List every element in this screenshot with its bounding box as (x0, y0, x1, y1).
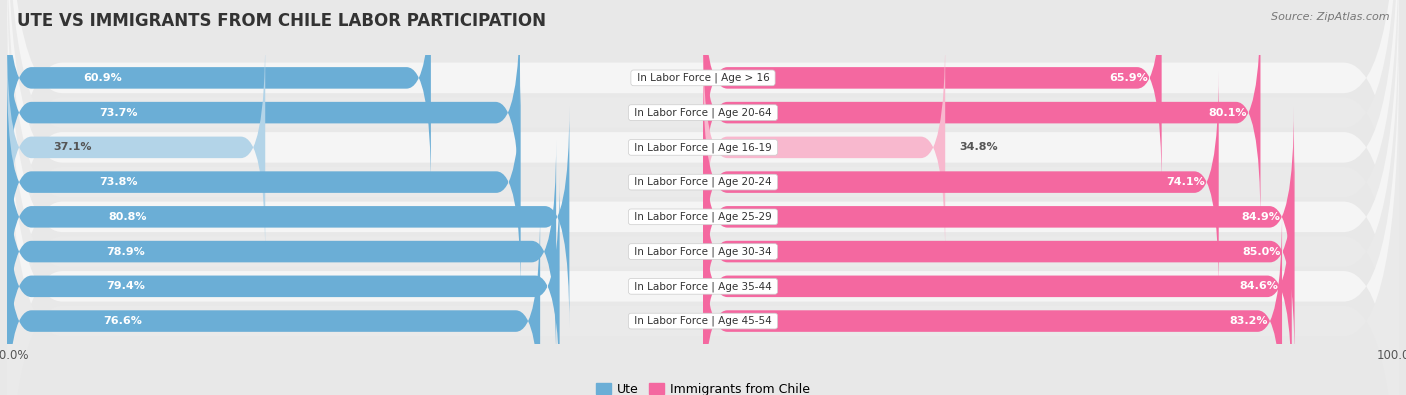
FancyBboxPatch shape (7, 0, 1399, 395)
Text: 84.6%: 84.6% (1239, 281, 1278, 292)
Text: In Labor Force | Age > 16: In Labor Force | Age > 16 (634, 73, 772, 83)
Text: 76.6%: 76.6% (103, 316, 142, 326)
Text: 83.2%: 83.2% (1230, 316, 1268, 326)
Text: In Labor Force | Age 35-44: In Labor Force | Age 35-44 (631, 281, 775, 292)
FancyBboxPatch shape (7, 0, 1399, 340)
FancyBboxPatch shape (7, 0, 1399, 395)
Text: 65.9%: 65.9% (1109, 73, 1147, 83)
FancyBboxPatch shape (7, 175, 560, 395)
FancyBboxPatch shape (703, 2, 1260, 224)
FancyBboxPatch shape (7, 0, 430, 189)
FancyBboxPatch shape (703, 71, 1219, 293)
Text: 85.0%: 85.0% (1243, 246, 1281, 257)
FancyBboxPatch shape (7, 0, 1399, 375)
Text: 80.8%: 80.8% (108, 212, 146, 222)
Text: In Labor Force | Age 20-64: In Labor Force | Age 20-64 (631, 107, 775, 118)
Text: 80.1%: 80.1% (1208, 107, 1247, 118)
Text: In Labor Force | Age 45-54: In Labor Force | Age 45-54 (631, 316, 775, 326)
Legend: Ute, Immigrants from Chile: Ute, Immigrants from Chile (591, 378, 815, 395)
FancyBboxPatch shape (7, 24, 1399, 395)
Text: 79.4%: 79.4% (107, 281, 145, 292)
Text: Source: ZipAtlas.com: Source: ZipAtlas.com (1271, 12, 1389, 22)
Text: In Labor Force | Age 30-34: In Labor Force | Age 30-34 (631, 246, 775, 257)
Text: 74.1%: 74.1% (1166, 177, 1205, 187)
FancyBboxPatch shape (7, 2, 520, 224)
Text: 78.9%: 78.9% (105, 246, 145, 257)
Text: In Labor Force | Age 25-29: In Labor Force | Age 25-29 (631, 212, 775, 222)
FancyBboxPatch shape (7, 37, 266, 258)
FancyBboxPatch shape (703, 106, 1294, 328)
Text: 84.9%: 84.9% (1241, 212, 1279, 222)
FancyBboxPatch shape (7, 106, 569, 328)
FancyBboxPatch shape (7, 210, 540, 395)
FancyBboxPatch shape (7, 58, 1399, 395)
Text: 60.9%: 60.9% (83, 73, 122, 83)
Text: In Labor Force | Age 16-19: In Labor Force | Age 16-19 (631, 142, 775, 152)
Text: 37.1%: 37.1% (53, 142, 91, 152)
Text: 34.8%: 34.8% (959, 142, 998, 152)
FancyBboxPatch shape (703, 141, 1295, 362)
FancyBboxPatch shape (7, 0, 1399, 395)
Text: 73.7%: 73.7% (100, 107, 138, 118)
Text: UTE VS IMMIGRANTS FROM CHILE LABOR PARTICIPATION: UTE VS IMMIGRANTS FROM CHILE LABOR PARTI… (17, 12, 546, 30)
FancyBboxPatch shape (7, 71, 520, 293)
FancyBboxPatch shape (7, 141, 557, 362)
Text: 73.8%: 73.8% (100, 177, 138, 187)
FancyBboxPatch shape (703, 37, 945, 258)
FancyBboxPatch shape (703, 175, 1292, 395)
FancyBboxPatch shape (703, 210, 1282, 395)
Text: In Labor Force | Age 20-24: In Labor Force | Age 20-24 (631, 177, 775, 187)
FancyBboxPatch shape (703, 0, 1161, 189)
FancyBboxPatch shape (7, 0, 1399, 395)
